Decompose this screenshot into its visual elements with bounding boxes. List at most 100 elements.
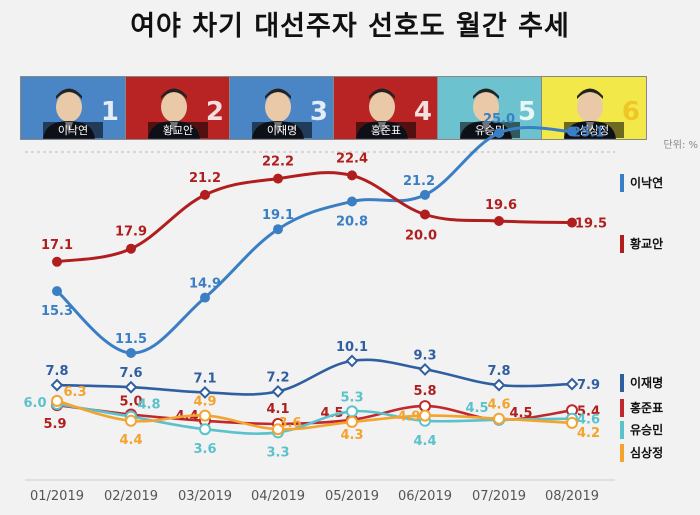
x-tick-label: 04/2019: [251, 489, 305, 504]
series-line: [55, 171, 574, 264]
candidate-name: 이재명: [252, 122, 312, 138]
data-label: 4.4: [413, 434, 436, 449]
data-point: [492, 378, 506, 392]
data-label: 7.1: [193, 371, 216, 386]
data-label: 3.6: [278, 416, 301, 431]
data-point: [420, 209, 430, 220]
data-label: 20.8: [336, 215, 368, 230]
legend-item: 이재명: [620, 373, 663, 393]
series-5: 6.0 4.83.6 3.35.34.44.54.6: [23, 390, 600, 460]
data-point: [271, 384, 285, 398]
data-point: [567, 126, 577, 137]
x-tick-label: 03/2019: [178, 489, 232, 504]
candidate-card: 1 이낙연: [20, 76, 126, 140]
data-label: 17.1: [41, 238, 73, 253]
data-label: 25.0: [483, 112, 515, 127]
data-label: 5.3: [340, 390, 363, 405]
data-point: [126, 348, 136, 358]
x-tick-label: 02/2019: [104, 489, 158, 504]
data-point: [50, 378, 64, 392]
legend-item: 심상정: [620, 443, 663, 463]
candidate-card: 3 이재명: [229, 76, 335, 140]
data-label: 7.2: [266, 370, 289, 385]
data-point: [199, 423, 211, 436]
data-label: 4.9: [193, 395, 216, 410]
legend-swatch: [620, 174, 624, 192]
x-tick-label: 06/2019: [398, 489, 452, 504]
series-3: 7.8 7.6 7.1 7.2 10.1 9.3 7.8 7.9: [45, 340, 600, 399]
data-label: 7.9: [577, 378, 600, 393]
legend-item: 황교안: [620, 234, 663, 254]
legend-swatch: [620, 399, 624, 417]
candidate-number: 6: [621, 97, 640, 127]
data-point: [347, 196, 357, 207]
data-label: 17.9: [115, 225, 147, 240]
legend-label: 이낙연: [630, 176, 664, 190]
legend-item: 홍준표: [620, 398, 663, 418]
series-1: 15.3 11.5 14.9 19.1 20.8 21.2 25.0 25.1: [41, 112, 604, 358]
data-label: 14.9: [189, 277, 221, 292]
data-point: [493, 412, 505, 425]
data-label: 3.3: [266, 445, 289, 460]
data-point: [273, 173, 283, 184]
series-line: [55, 358, 574, 396]
data-point: [418, 362, 432, 376]
candidate-number: 1: [100, 97, 119, 127]
legend-label: 홍준표: [630, 401, 664, 415]
data-label: 6.0: [23, 396, 46, 411]
legend-label: 이재명: [630, 376, 664, 390]
data-label: 19.1: [262, 208, 294, 223]
data-point: [124, 380, 138, 394]
candidate-card: 2 황교안: [125, 76, 231, 140]
data-label: 4.2: [577, 426, 600, 441]
candidate-number: 3: [309, 97, 328, 127]
data-point: [198, 385, 212, 399]
data-point: [345, 354, 359, 368]
chart-title: 여야 차기 대선주자 선호도 월간 추세: [130, 11, 570, 42]
data-label: 19.6: [485, 198, 517, 213]
data-point: [419, 409, 431, 422]
data-label: 4.6: [577, 413, 600, 428]
candidate-card: 6 심상정: [541, 76, 647, 140]
data-label: 7.6: [119, 366, 142, 381]
data-label: 15.3: [41, 304, 73, 319]
legend-item: 이낙연: [620, 173, 663, 193]
legend-label: 황교안: [630, 237, 664, 251]
candidate-name: 이낙연: [43, 122, 103, 138]
series-line: [55, 126, 574, 355]
data-label: 20.0: [405, 229, 437, 244]
candidate-number: 2: [205, 97, 224, 127]
unit-label: 단위: %: [663, 140, 698, 151]
data-point: [52, 256, 62, 267]
candidate-name: 황교안: [148, 122, 208, 138]
data-label: 4.4: [119, 433, 142, 448]
data-label: 5.0: [119, 395, 142, 410]
series-2: 17.1 17.9 21.2 22.2 22.4 20.0 19.6 19.5: [41, 151, 607, 267]
data-label: 7.8: [487, 364, 510, 379]
legend-swatch: [620, 421, 624, 439]
legend-label: 유승민: [630, 423, 664, 437]
data-point: [199, 409, 211, 422]
data-label: 25.1: [572, 125, 604, 140]
data-label: 22.4: [336, 151, 368, 166]
series-6: 6.34.44.93.64.34.94.64.2: [51, 385, 600, 448]
data-label: 4.8: [137, 398, 160, 413]
data-label: 11.5: [115, 332, 147, 347]
data-label: 6.3: [63, 385, 86, 400]
data-point: [125, 414, 137, 427]
data-point: [51, 394, 63, 407]
candidate-number: 4: [413, 97, 432, 127]
legend-label: 심상정: [630, 446, 664, 460]
legend-item: 유승민: [620, 420, 663, 440]
data-point: [567, 217, 577, 228]
data-point: [566, 416, 578, 429]
data-label: 9.3: [413, 348, 436, 363]
data-point: [347, 170, 357, 181]
data-label: 3.6: [193, 442, 216, 457]
x-tick-label: 01/2019: [30, 489, 84, 504]
candidate-name: 심상정: [564, 122, 624, 138]
legend-swatch: [620, 444, 624, 462]
data-label: 5.8: [413, 384, 436, 399]
